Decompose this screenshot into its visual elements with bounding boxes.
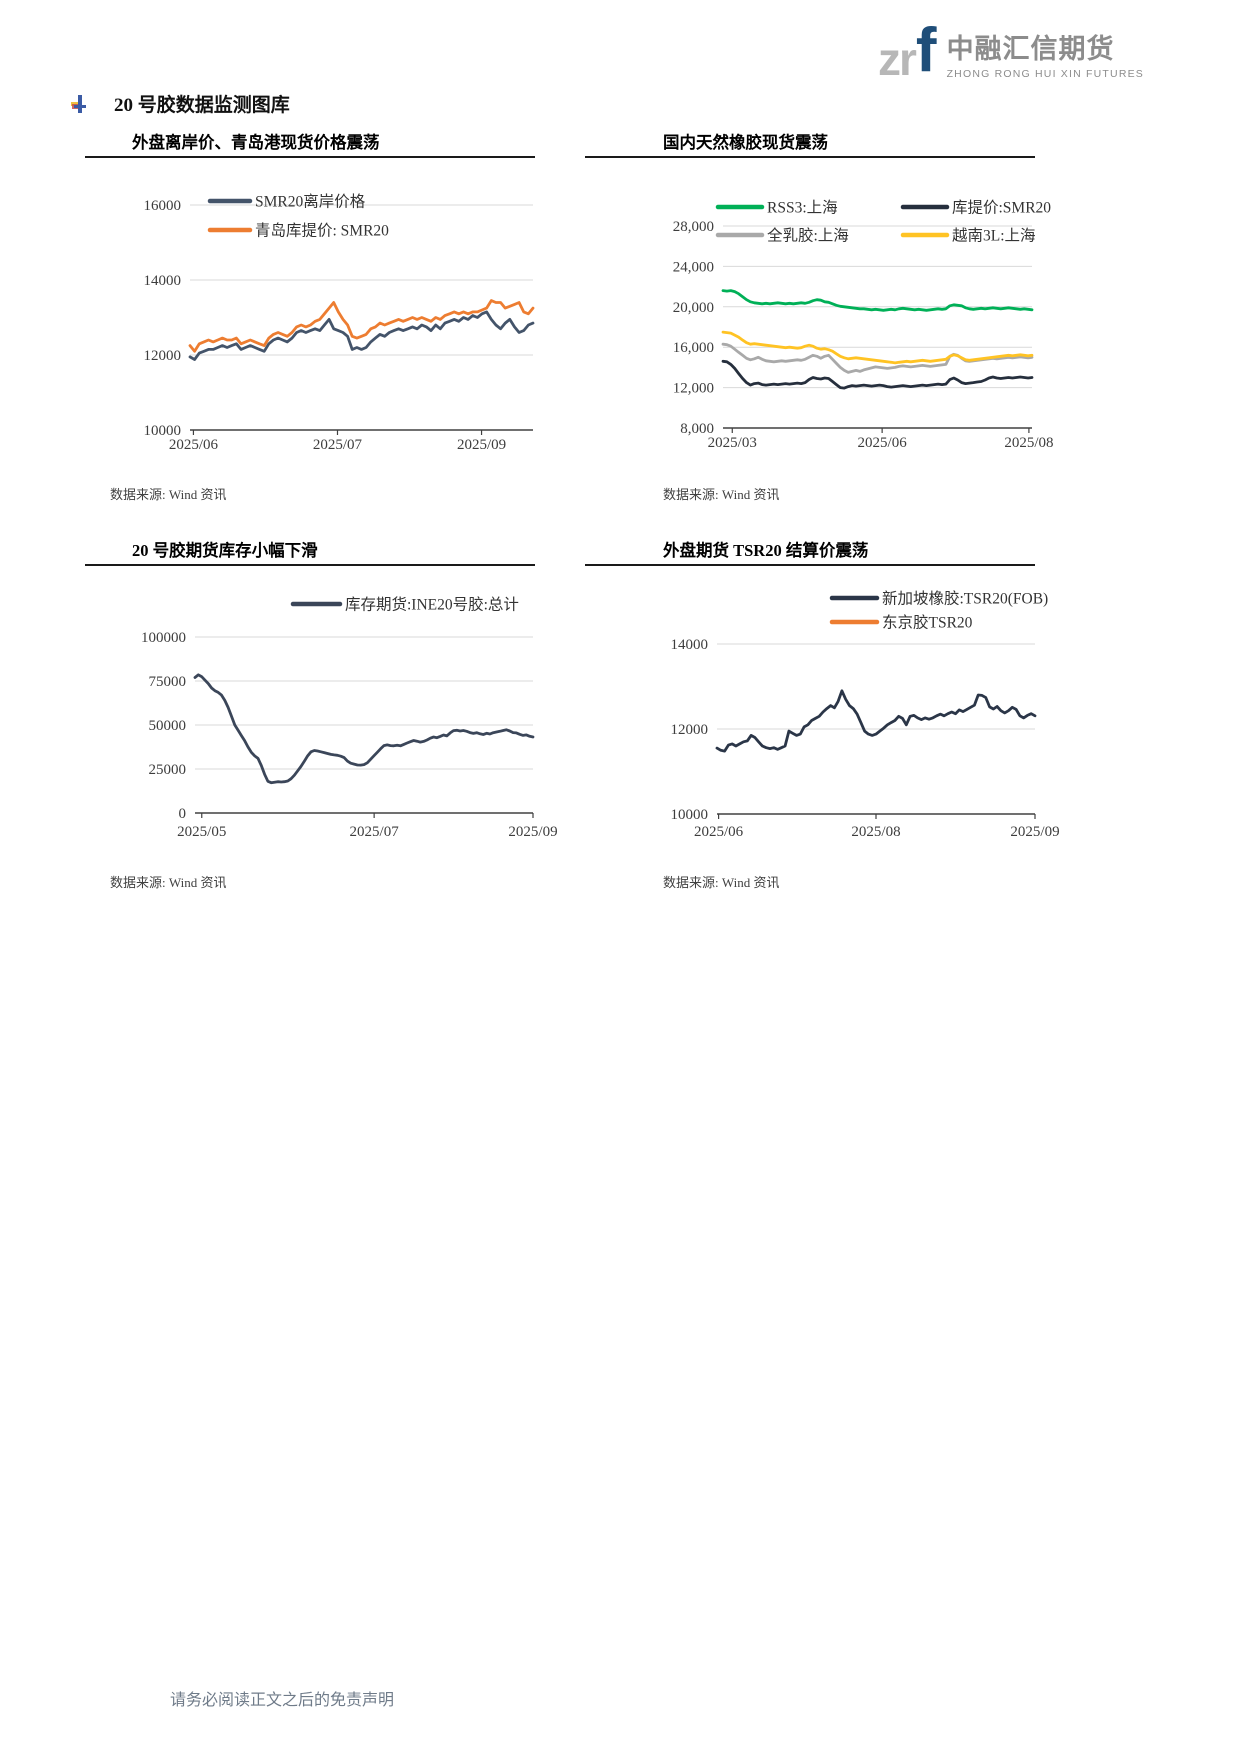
svg-text:2025/09: 2025/09: [508, 824, 557, 840]
svg-text:14000: 14000: [671, 637, 709, 653]
svg-text:75000: 75000: [149, 674, 187, 690]
data-source: 数据来源: Wind 资讯: [110, 487, 227, 502]
chart-block-domestic-spot: 国内天然橡胶现货震荡 28,000 24,000 20,000 16,000 12,00…: [585, 132, 1054, 503]
svg-text:25000: 25000: [149, 762, 187, 778]
svg-text:24,000: 24,000: [673, 259, 714, 275]
svg-text:新加坡橡胶:TSR20(FOB): 新加坡橡胶:TSR20(FOB): [882, 590, 1048, 608]
svg-text:2025/08: 2025/08: [1004, 435, 1053, 451]
svg-text:东京胶TSR20: 东京胶TSR20: [882, 614, 973, 632]
svg-text:16000: 16000: [144, 198, 182, 214]
section-title: 20 号胶数据监测图库: [114, 95, 290, 116]
title-rule: [85, 156, 535, 158]
chart-title: 国内天然橡胶现货震荡: [663, 133, 828, 152]
line-chart-domestic-spot: 28,00024,00020,00016,00012,0008,0002025/…: [673, 199, 1054, 452]
logo-zrf-mark: zr f: [878, 16, 937, 85]
chart-title: 外盘期货 TSR20 结算价震荡: [663, 541, 869, 560]
title-rule: [585, 156, 1035, 158]
svg-text:20,000: 20,000: [673, 300, 714, 316]
svg-text:10000: 10000: [144, 423, 182, 439]
svg-text:2025/07: 2025/07: [350, 824, 400, 840]
svg-text:库存期货:INE20号胶:总计: 库存期货:INE20号胶:总计: [345, 596, 519, 614]
svg-text:28,000: 28,000: [673, 219, 714, 235]
svg-text:16,000: 16,000: [673, 340, 714, 356]
svg-text:2025/08: 2025/08: [851, 824, 900, 840]
svg-text:12000: 12000: [671, 722, 709, 738]
svg-text:2025/06: 2025/06: [858, 435, 908, 451]
svg-text:2025/05: 2025/05: [177, 824, 226, 840]
svg-text:14000: 14000: [144, 273, 182, 289]
svg-text:2025/09: 2025/09: [1010, 824, 1059, 840]
line-chart-ine-inventory: 100000 75000 50000 25000 0 2025/05 2025/07 2025…: [141, 596, 558, 841]
svg-text:50000: 50000: [149, 718, 187, 734]
company-logo: zr f 中融汇信期货 ZHONG RONG HUI XIN FUTURES: [878, 16, 1144, 85]
chart-block-tsr20-settlement: 外盘期货 TSR20 结算价震荡 14000 12000 10000 2025/06 2…: [585, 540, 1060, 891]
title-rule: [585, 564, 1035, 566]
svg-text:全乳胶:上海: 全乳胶:上海: [767, 227, 849, 245]
chart-block-ine-inventory: 20 号胶期货库存小幅下滑 100000 75000 50000 25000 0 2025…: [85, 540, 558, 891]
svg-text:2025/09: 2025/09: [457, 437, 506, 453]
svg-text:2025/07: 2025/07: [313, 437, 363, 453]
svg-text:100000: 100000: [141, 630, 186, 646]
svg-text:12,000: 12,000: [673, 381, 714, 397]
svg-text:越南3L:上海: 越南3L:上海: [952, 227, 1036, 245]
svg-text:2025/03: 2025/03: [708, 435, 757, 451]
svg-text:8,000: 8,000: [680, 421, 714, 437]
section-header: 20 号胶数据监测图库: [70, 90, 290, 117]
logo-zr-letters: zr: [878, 33, 917, 85]
logo-text: 中融汇信期货 ZHONG RONG HUI XIN FUTURES: [947, 35, 1144, 82]
svg-text:10000: 10000: [671, 807, 709, 823]
section-bullet-icon: [71, 94, 86, 113]
chart-title: 20 号胶期货库存小幅下滑: [132, 541, 318, 560]
svg-text:RSS3:上海: RSS3:上海: [767, 199, 838, 217]
svg-text:SMR20离岸价格: SMR20离岸价格: [255, 193, 366, 211]
svg-text:青岛库提价: SMR20: 青岛库提价: SMR20: [255, 222, 389, 240]
company-name-en: ZHONG RONG HUI XIN FUTURES: [946, 68, 1145, 80]
chart-block-offshore-qingdao: 外盘离岸价、青岛港现货价格震荡 16000 14000 12000 10000 2025…: [85, 132, 535, 503]
svg-text:0: 0: [179, 806, 187, 822]
footer-disclaimer: 请务必阅读正文之后的免责声明: [170, 1692, 395, 1709]
svg-text:库提价:SMR20: 库提价:SMR20: [952, 199, 1051, 217]
chart-title: 外盘离岸价、青岛港现货价格震荡: [132, 133, 380, 152]
svg-text:12000: 12000: [144, 348, 182, 364]
data-source: 数据来源: Wind 资讯: [110, 875, 227, 890]
svg-text:2025/06: 2025/06: [694, 824, 744, 840]
data-source: 数据来源: Wind 资讯: [663, 487, 780, 502]
data-source: 数据来源: Wind 资讯: [663, 875, 780, 890]
title-rule: [85, 564, 535, 566]
svg-text:2025/06: 2025/06: [169, 437, 219, 453]
company-name-cn: 中融汇信期货: [946, 34, 1115, 65]
logo-f-letter: f: [915, 16, 937, 85]
